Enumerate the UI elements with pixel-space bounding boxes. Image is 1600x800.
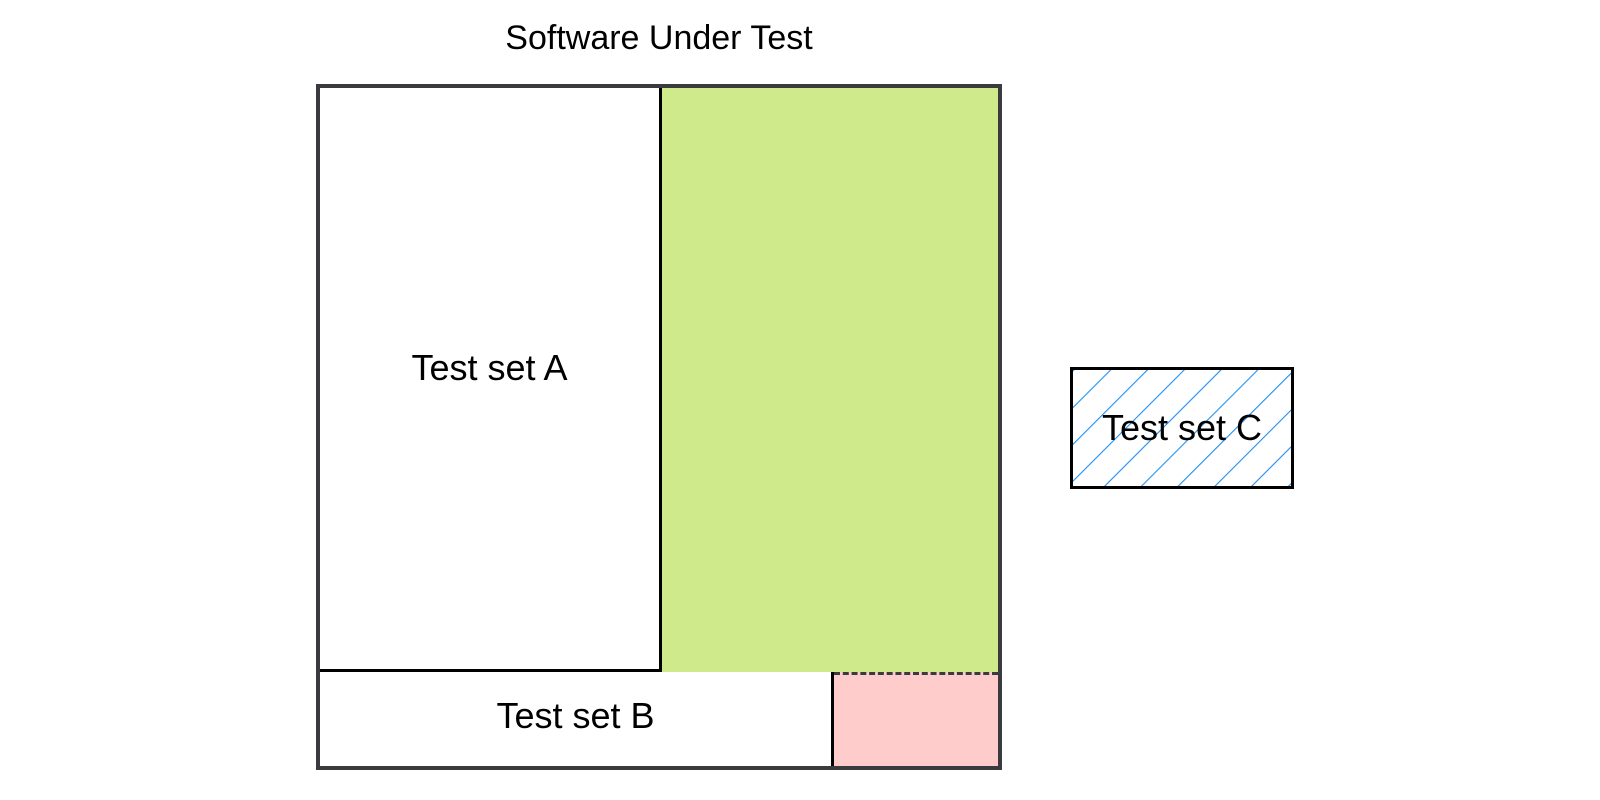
test-set-b-region: Test set B xyxy=(320,672,834,766)
test-set-a-region: Test set A xyxy=(320,88,662,672)
diagram-title: Software Under Test xyxy=(505,19,813,57)
pink-region xyxy=(834,672,998,766)
test-set-c-box: Test set C xyxy=(1070,367,1294,489)
hatch-pattern xyxy=(1073,370,1291,486)
test-set-a-label: Test set A xyxy=(411,347,568,388)
software-under-test-box: Test set A Test set B xyxy=(316,84,1002,770)
green-region xyxy=(662,88,998,672)
test-set-b-label: Test set B xyxy=(496,695,655,736)
test-set-c-label: Test set C xyxy=(1101,407,1263,448)
